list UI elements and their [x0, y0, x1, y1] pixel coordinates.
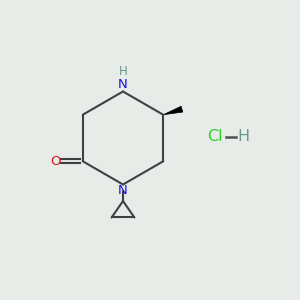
Text: O: O [50, 155, 61, 168]
Polygon shape [163, 106, 183, 115]
Text: N: N [118, 79, 128, 92]
Text: H: H [118, 65, 127, 78]
Text: N: N [118, 184, 128, 197]
Text: Cl: Cl [207, 129, 223, 144]
Text: H: H [238, 129, 250, 144]
